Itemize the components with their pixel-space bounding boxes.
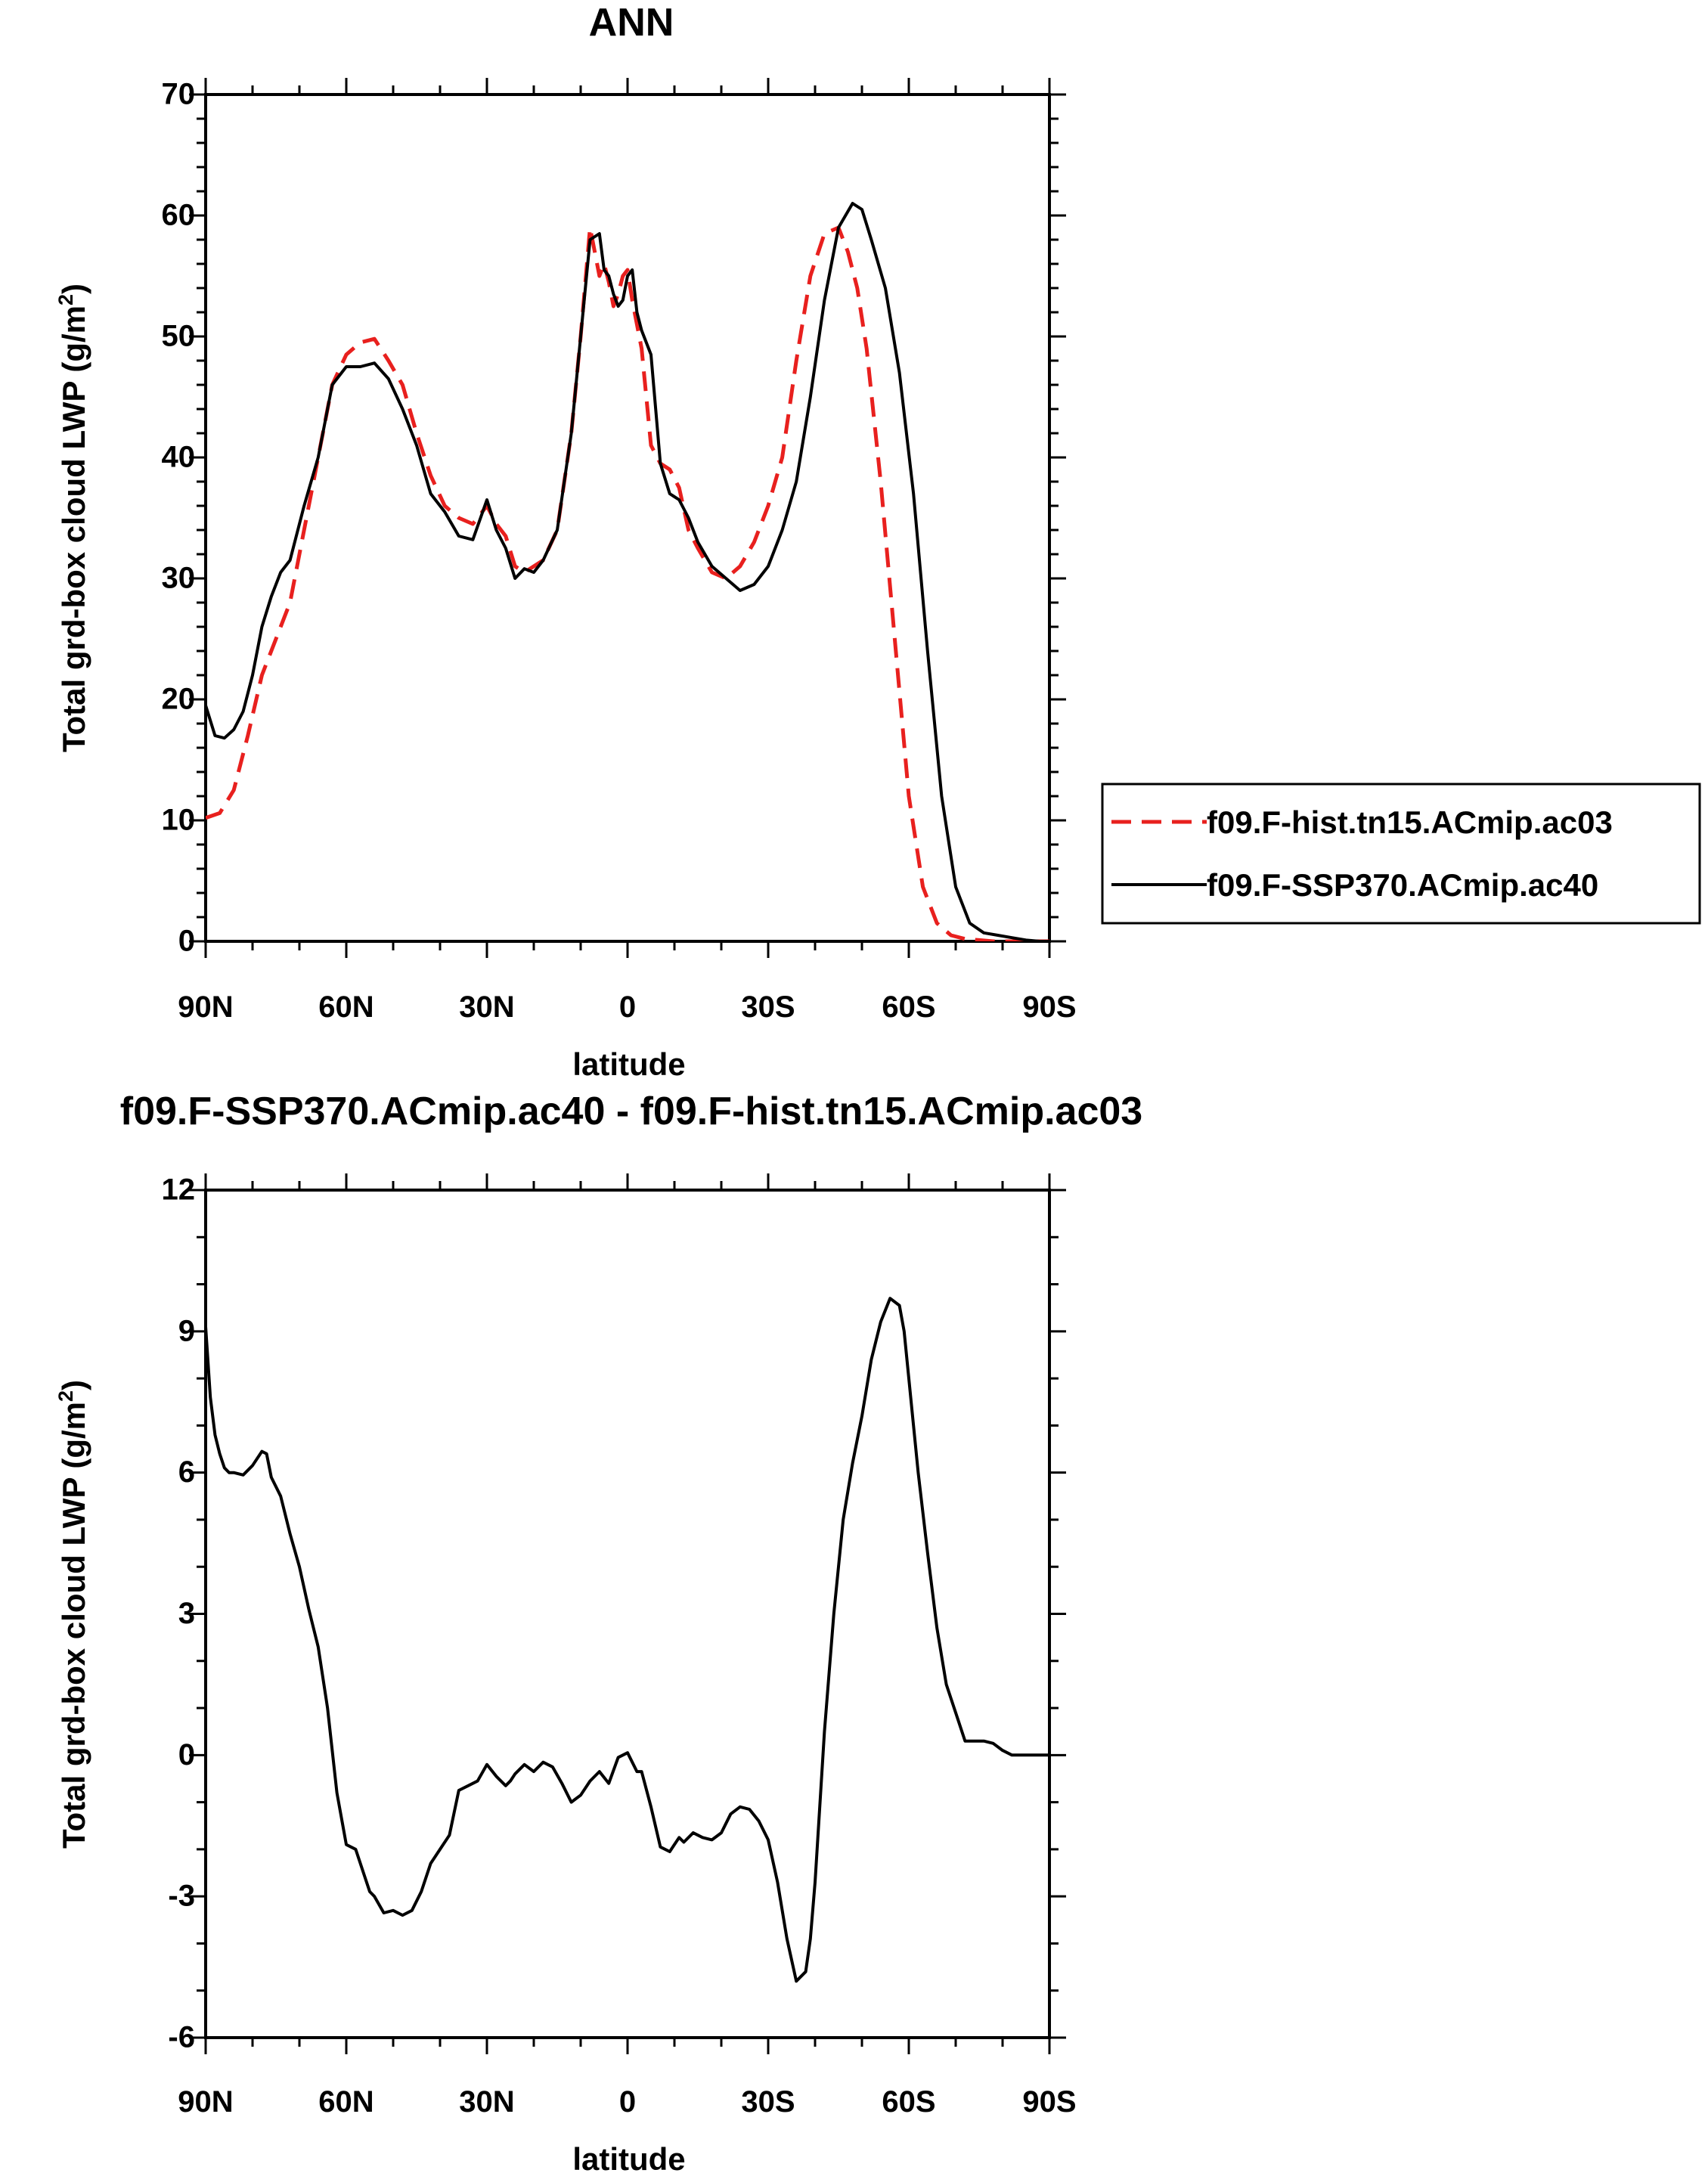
bottom-panel: f09.F-SSP370.ACmip.ac40 - f09.F-hist.tn1… [54,1090,1142,2176]
series-line-hist [206,225,1049,941]
bottom-y-tick-label: 6 [178,1455,195,1489]
bottom-y-tick-labels: -6 -3 0 3 6 9 12 [162,1173,196,2054]
bottom-x-axis-label: latitude [572,2141,685,2176]
top-y-tick-label: 40 [162,441,196,474]
top-y-tick-label: 10 [162,804,196,837]
bottom-x-tick-label: 90S [1022,2085,1076,2119]
top-x-tick-label: 90N [178,990,233,1024]
top-x-tick-label: 30N [459,990,514,1024]
top-y-tick-labels: 0 10 20 30 40 50 60 70 [162,78,196,958]
top-plot-frame [204,93,1051,943]
legend-box [1101,783,1701,925]
top-x-tick-label: 60N [318,990,374,1024]
top-y-tick-label: 20 [162,683,196,716]
legend: f09.F-hist.tn15.ACmip.ac03 f09.F-SSP370.… [1101,783,1701,925]
bottom-y-tick-label: -6 [168,2021,195,2054]
series-line-difference [206,1297,1049,1983]
bottom-x-tick-label: 30S [741,2085,795,2119]
top-y-tick-label: 0 [178,925,195,958]
top-y-tick-label: 30 [162,562,196,595]
top-y-axis-label-end: ) [56,284,91,294]
legend-label-hist: f09.F-hist.tn15.ACmip.ac03 [1207,804,1613,840]
bottom-y-axis-label: Total grd-box cloud LWP (g/m2) [54,1380,91,1849]
bottom-y-tick-label: -3 [168,1880,195,1913]
bottom-x-tick-labels: 90N 60N 30N 0 30S 60S 90S [178,2085,1076,2119]
top-panel: ANN 0 10 20 30 40 50 60 70 90N 60N 30N 0… [54,1,1701,1082]
bottom-x-tick-label: 90N [178,2085,233,2119]
bottom-y-axis-label-end: ) [56,1380,91,1390]
top-x-tick-label: 90S [1022,990,1076,1024]
top-x-tick-label: 60S [882,990,935,1024]
top-x-axis-label: latitude [572,1046,685,1082]
top-gridticks [189,78,1066,958]
bottom-chart-title: f09.F-SSP370.ACmip.ac40 - f09.F-hist.tn1… [120,1090,1142,1133]
bottom-y-axis-label-main: Total grd-box cloud LWP (g/m [56,1402,91,1849]
legend-label-ssp370: f09.F-SSP370.ACmip.ac40 [1207,867,1598,903]
top-x-tick-labels: 90N 60N 30N 0 30S 60S 90S [178,990,1076,1024]
top-y-tick-label: 70 [162,78,196,111]
bottom-x-tick-label: 30N [459,2085,514,2119]
top-y-tick-label: 60 [162,199,196,232]
top-y-axis-label-sup: 2 [54,294,77,305]
bottom-x-tick-label: 60S [882,2085,935,2119]
series-line-ssp370 [206,202,1049,941]
top-y-axis-label-main: Total grd-box cloud LWP (g/m [56,305,91,752]
bottom-y-tick-label: 3 [178,1597,195,1630]
top-x-tick-label: 30S [741,990,795,1024]
bottom-y-axis-label-sup: 2 [54,1390,77,1402]
bottom-y-tick-label: 9 [178,1314,195,1347]
bottom-x-tick-label: 60N [318,2085,374,2119]
bottom-gridticks [189,1173,1066,2054]
bottom-y-tick-label: 0 [178,1738,195,1771]
top-y-axis-label: Total grd-box cloud LWP (g/m2) [54,284,91,752]
bottom-plot-frame [204,1189,1051,2039]
top-chart-title: ANN [589,1,674,45]
bottom-x-tick-label: 0 [619,2085,636,2119]
bottom-y-tick-label: 12 [162,1173,196,1207]
top-x-tick-label: 0 [619,990,636,1024]
top-y-tick-label: 50 [162,320,196,353]
